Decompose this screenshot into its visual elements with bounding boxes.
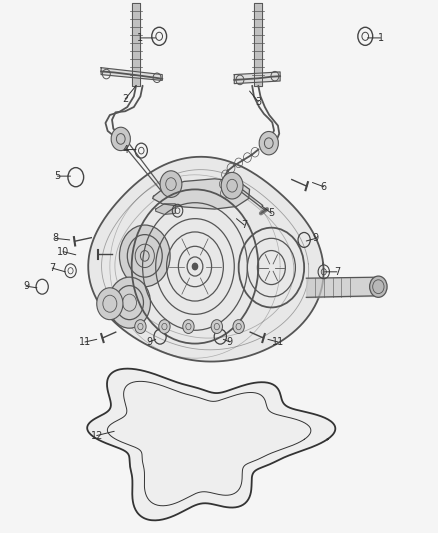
Text: 7: 7 xyxy=(334,267,340,277)
Polygon shape xyxy=(234,72,280,84)
Circle shape xyxy=(233,320,244,334)
Text: 9: 9 xyxy=(23,281,29,291)
Circle shape xyxy=(211,320,223,334)
Circle shape xyxy=(192,263,198,270)
Circle shape xyxy=(183,320,194,334)
Circle shape xyxy=(259,132,279,155)
Text: 3: 3 xyxy=(255,96,261,107)
Text: 7: 7 xyxy=(49,263,55,273)
Polygon shape xyxy=(87,369,336,520)
Polygon shape xyxy=(254,3,262,86)
Circle shape xyxy=(370,276,387,297)
Text: 11: 11 xyxy=(272,337,284,347)
Circle shape xyxy=(97,288,123,320)
Text: 10: 10 xyxy=(57,247,69,256)
Text: 11: 11 xyxy=(79,337,91,347)
Circle shape xyxy=(120,225,170,287)
Text: 5: 5 xyxy=(268,208,275,219)
Text: 1: 1 xyxy=(138,33,144,43)
Text: 1: 1 xyxy=(378,33,384,43)
Text: 4: 4 xyxy=(122,144,128,155)
Circle shape xyxy=(135,320,146,334)
Circle shape xyxy=(109,277,150,328)
Text: 9: 9 xyxy=(227,337,233,347)
Polygon shape xyxy=(88,157,324,361)
Text: 9: 9 xyxy=(313,233,319,244)
Circle shape xyxy=(160,171,182,197)
Polygon shape xyxy=(101,68,162,80)
Polygon shape xyxy=(132,3,140,86)
Polygon shape xyxy=(152,179,250,209)
Polygon shape xyxy=(155,204,175,214)
Circle shape xyxy=(221,172,243,199)
Text: 9: 9 xyxy=(146,337,152,347)
Text: 6: 6 xyxy=(321,182,327,192)
Text: 5: 5 xyxy=(54,171,60,181)
Text: 8: 8 xyxy=(52,233,58,244)
Circle shape xyxy=(159,320,170,334)
Text: 2: 2 xyxy=(122,94,128,104)
Text: 12: 12 xyxy=(91,431,103,441)
Circle shape xyxy=(111,127,131,151)
Text: 7: 7 xyxy=(241,220,247,230)
